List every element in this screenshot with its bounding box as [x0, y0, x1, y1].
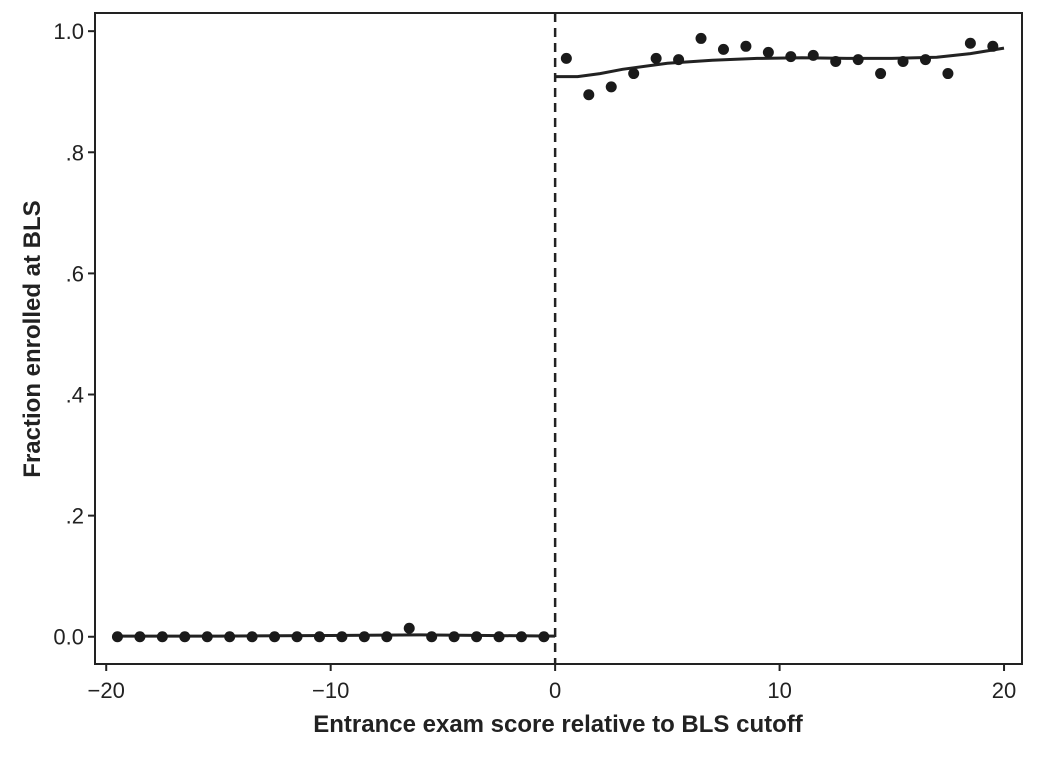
y-tick-label: .8	[66, 140, 84, 165]
data-points	[111, 32, 999, 643]
data-point	[807, 49, 819, 61]
x-tick-label: −10	[312, 678, 349, 703]
x-tick-label: 20	[992, 678, 1016, 703]
y-axis-title: Fraction enrolled at BLS	[19, 200, 46, 477]
data-point	[987, 40, 999, 52]
plot-frame	[94, 12, 1023, 665]
data-point	[650, 52, 662, 64]
fit-line-right	[555, 46, 1005, 79]
data-point	[291, 631, 303, 643]
x-axis-title: Entrance exam score relative to BLS cuto…	[313, 711, 804, 738]
data-point	[313, 631, 325, 643]
y-tick-label: .4	[66, 383, 84, 408]
data-point	[942, 68, 954, 80]
data-point	[246, 631, 258, 643]
data-point	[605, 81, 617, 93]
data-point	[448, 631, 460, 643]
x-tick-label: 10	[767, 678, 791, 703]
data-point	[134, 631, 146, 643]
data-point	[515, 631, 527, 643]
data-point	[852, 54, 864, 66]
data-point	[111, 631, 123, 643]
x-axis: −20 −10 0 10 20	[88, 664, 1016, 703]
data-point	[179, 631, 191, 643]
data-point	[156, 631, 168, 643]
data-point	[381, 631, 393, 643]
data-point	[785, 51, 797, 63]
x-tick-label: −20	[88, 678, 125, 703]
data-point	[673, 54, 685, 66]
data-point	[695, 32, 707, 44]
data-point	[919, 54, 931, 66]
data-point	[224, 631, 236, 643]
data-point	[897, 55, 909, 67]
data-point	[964, 37, 976, 49]
data-point	[471, 631, 483, 643]
data-point	[336, 631, 348, 643]
y-tick-label: 1.0	[53, 19, 84, 44]
y-tick-label: .2	[66, 504, 84, 529]
y-tick-label: 0.0	[53, 625, 84, 650]
data-point	[269, 631, 281, 643]
data-point	[493, 631, 505, 643]
data-point	[426, 631, 438, 643]
data-point	[740, 40, 752, 52]
data-point	[538, 631, 550, 643]
data-point	[762, 46, 774, 58]
data-point	[201, 631, 213, 643]
data-point	[583, 89, 595, 101]
data-point	[830, 55, 842, 67]
data-point	[717, 43, 729, 55]
y-tick-label: .6	[66, 261, 84, 286]
data-point	[358, 631, 370, 643]
data-point	[403, 622, 415, 634]
data-point	[875, 68, 887, 80]
data-point	[560, 52, 572, 64]
y-axis: 0.0 .2 .4 .6 .8 1.0	[53, 19, 95, 650]
x-tick-label: 0	[549, 678, 561, 703]
data-point	[628, 68, 640, 80]
